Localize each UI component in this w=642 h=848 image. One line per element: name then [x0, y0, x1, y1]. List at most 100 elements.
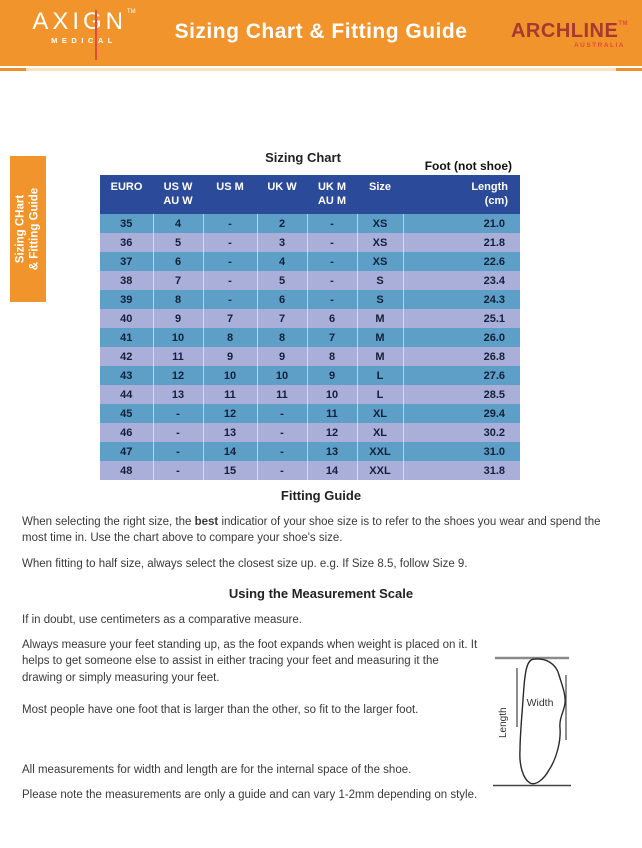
- table-cell: 26.8: [402, 347, 520, 366]
- table-cell: 22.6: [402, 252, 520, 271]
- table-row: 40 9 7 7 6 M 25.1: [100, 309, 520, 328]
- table-cell: -: [202, 214, 257, 233]
- table-cell: XS: [356, 252, 403, 271]
- table-cell: 21.8: [402, 233, 520, 252]
- table-cell: 8: [306, 347, 357, 366]
- table-row: 43 12 10 10 9 L 27.6: [100, 366, 520, 385]
- table-cell: 14: [306, 461, 357, 480]
- table-cell: -: [152, 442, 203, 461]
- sizing-chart-heading: Sizing Chart: [265, 150, 341, 165]
- table-cell: 8: [202, 328, 257, 347]
- axign-logo-subtext: MEDICAL: [51, 36, 117, 46]
- table-cell: M: [356, 328, 403, 347]
- table-cell: XS: [356, 233, 403, 252]
- side-tab-label: Sizing CHart & Fitting Guide: [14, 188, 43, 270]
- table-cell: -: [306, 252, 357, 271]
- table-cell: 29.4: [402, 404, 520, 423]
- table-cell: 35: [100, 214, 153, 233]
- column-header: UK M AU M: [307, 175, 357, 214]
- table-cell: 9: [256, 347, 307, 366]
- table-cell: 4: [152, 214, 203, 233]
- table-cell: 10: [152, 328, 203, 347]
- table-cell: 8: [256, 328, 307, 347]
- table-row: 47-14-13 XXL 31.0: [100, 442, 520, 461]
- foot-not-shoe-label: Foot (not shoe): [424, 159, 512, 173]
- table-cell: 12: [306, 423, 357, 442]
- table-cell: -: [256, 442, 307, 461]
- table-cell: S: [356, 290, 403, 309]
- table-cell: 39: [100, 290, 153, 309]
- fitting-guide-heading: Fitting Guide: [280, 488, 362, 503]
- side-tab-line1: Sizing CHart: [14, 194, 27, 264]
- paragraph-text: When selecting the right size, the: [22, 516, 195, 528]
- axign-logo-red-line: [95, 10, 97, 60]
- table-row: 35 4-2- XS 21.0: [100, 214, 520, 233]
- table-cell: 48: [100, 461, 153, 480]
- page-title: Sizing Chart & Fitting Guide: [174, 20, 468, 43]
- table-cell: 28.5: [402, 385, 520, 404]
- column-header: UK W: [257, 175, 307, 214]
- column-header: US W AU W: [153, 175, 203, 214]
- table-cell: 8: [152, 290, 203, 309]
- table-cell: 23.4: [402, 271, 520, 290]
- table-cell: 31.8: [402, 461, 520, 480]
- table-cell: -: [202, 290, 257, 309]
- table-cell: 30.2: [402, 423, 520, 442]
- table-cell: 11: [152, 347, 203, 366]
- table-cell: XXL: [356, 442, 403, 461]
- table-cell: 10: [202, 366, 257, 385]
- table-cell: 6: [256, 290, 307, 309]
- table-cell: 10: [306, 385, 357, 404]
- table-cell: -: [256, 404, 307, 423]
- measurement-paragraph-1: If in doubt, use centimeters as a compar…: [22, 614, 302, 626]
- best-bold-text: best: [194, 516, 219, 528]
- table-row: 37 6-4- XS 22.6: [100, 252, 520, 271]
- table-cell: 13: [306, 442, 357, 461]
- column-header: US M: [203, 175, 257, 214]
- table-cell: L: [356, 385, 403, 404]
- table-row: 44 13 11 11 10 L 28.5: [100, 385, 520, 404]
- table-cell: 40: [100, 309, 153, 328]
- table-cell: 31.0: [402, 442, 520, 461]
- foot-measurement-diagram: Width Length: [493, 656, 571, 787]
- table-cell: 25.1: [402, 309, 520, 328]
- length-label: Length: [498, 707, 509, 738]
- axign-logo-text: AXIGNTM: [32, 8, 136, 35]
- table-cell: XS: [356, 214, 403, 233]
- table-cell: 13: [202, 423, 257, 442]
- side-tab: Sizing CHart & Fitting Guide: [10, 156, 46, 302]
- table-cell: 7: [306, 328, 357, 347]
- fitting-guide-paragraph-2: When fitting to half size, always select…: [22, 558, 468, 570]
- table-cell: 10: [256, 366, 307, 385]
- table-cell: -: [306, 271, 357, 290]
- table-cell: -: [152, 461, 203, 480]
- table-cell: L: [356, 366, 403, 385]
- table-cell: -: [152, 404, 203, 423]
- table-cell: 14: [202, 442, 257, 461]
- table-cell: 2: [256, 214, 307, 233]
- table-cell: M: [356, 347, 403, 366]
- measurement-paragraph-5: Please note the measurements are only a …: [22, 789, 478, 801]
- table-cell: 45: [100, 404, 153, 423]
- table-cell: 42: [100, 347, 153, 366]
- table-row: 46-13-12 XL 30.2: [100, 423, 520, 442]
- table-cell: 4: [256, 252, 307, 271]
- table-cell: 13: [152, 385, 203, 404]
- table-cell: S: [356, 271, 403, 290]
- header-banner: AXIGNTM MEDICAL Sizing Chart & Fitting G…: [0, 0, 642, 66]
- table-cell: 38: [100, 271, 153, 290]
- table-cell: 36: [100, 233, 153, 252]
- table-cell: 11: [306, 404, 357, 423]
- table-cell: 47: [100, 442, 153, 461]
- table-cell: 43: [100, 366, 153, 385]
- trademark-symbol: TM: [127, 9, 136, 15]
- table-cell: 9: [152, 309, 203, 328]
- foot-outline: [519, 658, 566, 785]
- archline-logo-text: ARCHLINETM: [510, 20, 628, 42]
- measurement-scale-heading: Using the Measurement Scale: [228, 586, 414, 601]
- table-cell: 37: [100, 252, 153, 271]
- column-header: Length (cm): [403, 175, 520, 214]
- side-tab-line2: & Fitting Guide: [29, 187, 41, 271]
- trademark-symbol: TM: [618, 21, 628, 27]
- table-cell: XXL: [356, 461, 403, 480]
